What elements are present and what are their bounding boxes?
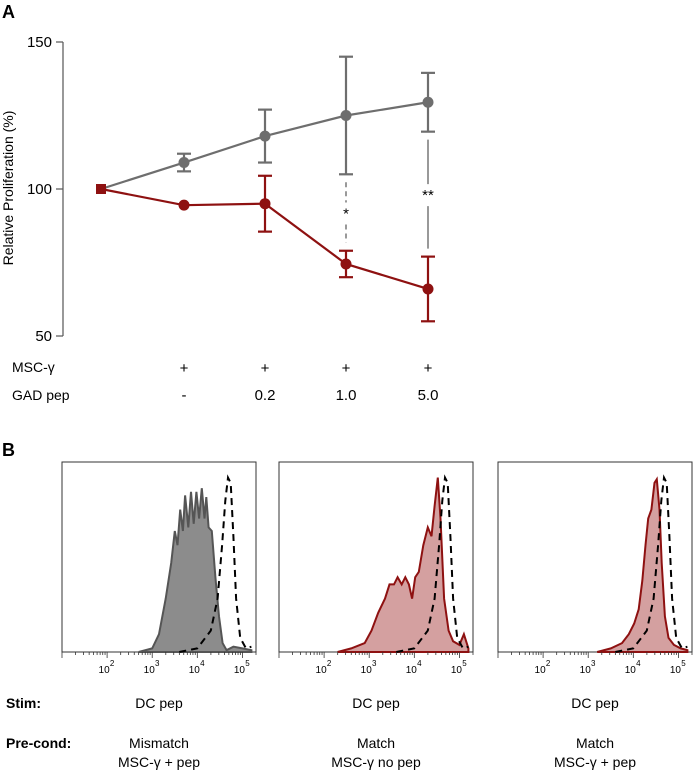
- x-tick-base: 10: [316, 665, 328, 676]
- precond-label-line1: Match: [357, 735, 395, 751]
- data-point: [422, 96, 434, 108]
- panel-a-letter: A: [2, 2, 15, 22]
- x-tick-exponent: 2: [110, 659, 115, 668]
- data-point: [96, 184, 106, 194]
- data-point: [178, 157, 190, 169]
- data-point: [422, 283, 434, 295]
- y-axis-label: Relative Proliferation (%): [0, 111, 16, 266]
- x-tick-base: 10: [451, 665, 463, 676]
- control-histogram-dashed: [615, 474, 688, 653]
- gad-value: 5.0: [418, 387, 439, 404]
- x-tick-base: 10: [144, 665, 156, 676]
- x-tick-base: 10: [406, 665, 418, 676]
- x-tick-exponent: 2: [546, 659, 551, 668]
- msc-value: +: [342, 360, 351, 377]
- x-tick-base: 10: [234, 665, 246, 676]
- x-tick-base: 10: [625, 665, 637, 676]
- significance-mark: **: [422, 187, 434, 204]
- precond-label-line2: MSC-γ + pep: [118, 754, 200, 770]
- stim-label: DC pep: [352, 695, 400, 711]
- gad-value: 1.0: [336, 387, 357, 404]
- data-point: [259, 130, 271, 142]
- precond-label-line2: MSC-γ + pep: [554, 754, 636, 770]
- x-tick-exponent: 2: [327, 659, 332, 668]
- y-tick-label: 100: [27, 181, 52, 198]
- x-tick-exponent: 3: [591, 659, 596, 668]
- x-tick-exponent: 5: [245, 659, 250, 668]
- data-point: [340, 258, 352, 270]
- gad-value: -: [182, 387, 187, 404]
- stim-row-label: Stim:: [6, 695, 41, 711]
- x-tick-base: 10: [361, 665, 373, 676]
- x-tick-base: 10: [189, 665, 201, 676]
- data-point: [340, 110, 352, 121]
- data-point: [259, 198, 271, 210]
- filled-histogram: [138, 488, 253, 653]
- panel-b-letter: B: [2, 440, 15, 460]
- x-tick-base: 10: [580, 665, 592, 676]
- gad-value: 0.2: [255, 387, 276, 404]
- histogram-frame: [61, 461, 257, 653]
- x-tick-base: 10: [535, 665, 547, 676]
- x-tick-exponent: 3: [155, 659, 160, 668]
- x-tick-exponent: 4: [636, 659, 641, 668]
- precond-label-line1: Mismatch: [129, 735, 189, 751]
- precond-label-line1: Match: [576, 735, 614, 751]
- x-tick-exponent: 3: [372, 659, 377, 668]
- data-point: [178, 199, 190, 211]
- gad-row-label: GAD pep: [12, 387, 70, 403]
- x-tick-exponent: 5: [681, 659, 686, 668]
- filled-histogram: [596, 476, 689, 653]
- x-tick-base: 10: [99, 665, 111, 676]
- y-tick-label: 50: [35, 328, 52, 345]
- precond-label-line2: MSC-γ no pep: [331, 754, 421, 770]
- msc-row-label: MSC-γ: [12, 359, 55, 375]
- filled-histogram: [337, 477, 470, 653]
- msc-value: +: [180, 360, 189, 377]
- x-tick-base: 10: [670, 665, 682, 676]
- y-tick-label: 150: [27, 34, 52, 51]
- significance-mark: *: [343, 206, 349, 223]
- panel-a-line-chart: A Relative Proliferation (%) MSC-γ GAD p…: [0, 2, 438, 404]
- x-tick-exponent: 4: [417, 659, 422, 668]
- control-histogram-dashed: [179, 474, 252, 653]
- x-tick-exponent: 5: [462, 659, 467, 668]
- precond-row-label: Pre-cond:: [6, 735, 71, 751]
- control-histogram-dashed: [396, 474, 469, 653]
- stim-label: DC pep: [571, 695, 619, 711]
- msc-value: +: [261, 360, 270, 377]
- stim-label: DC pep: [135, 695, 183, 711]
- x-tick-exponent: 4: [200, 659, 205, 668]
- msc-value: +: [424, 360, 433, 377]
